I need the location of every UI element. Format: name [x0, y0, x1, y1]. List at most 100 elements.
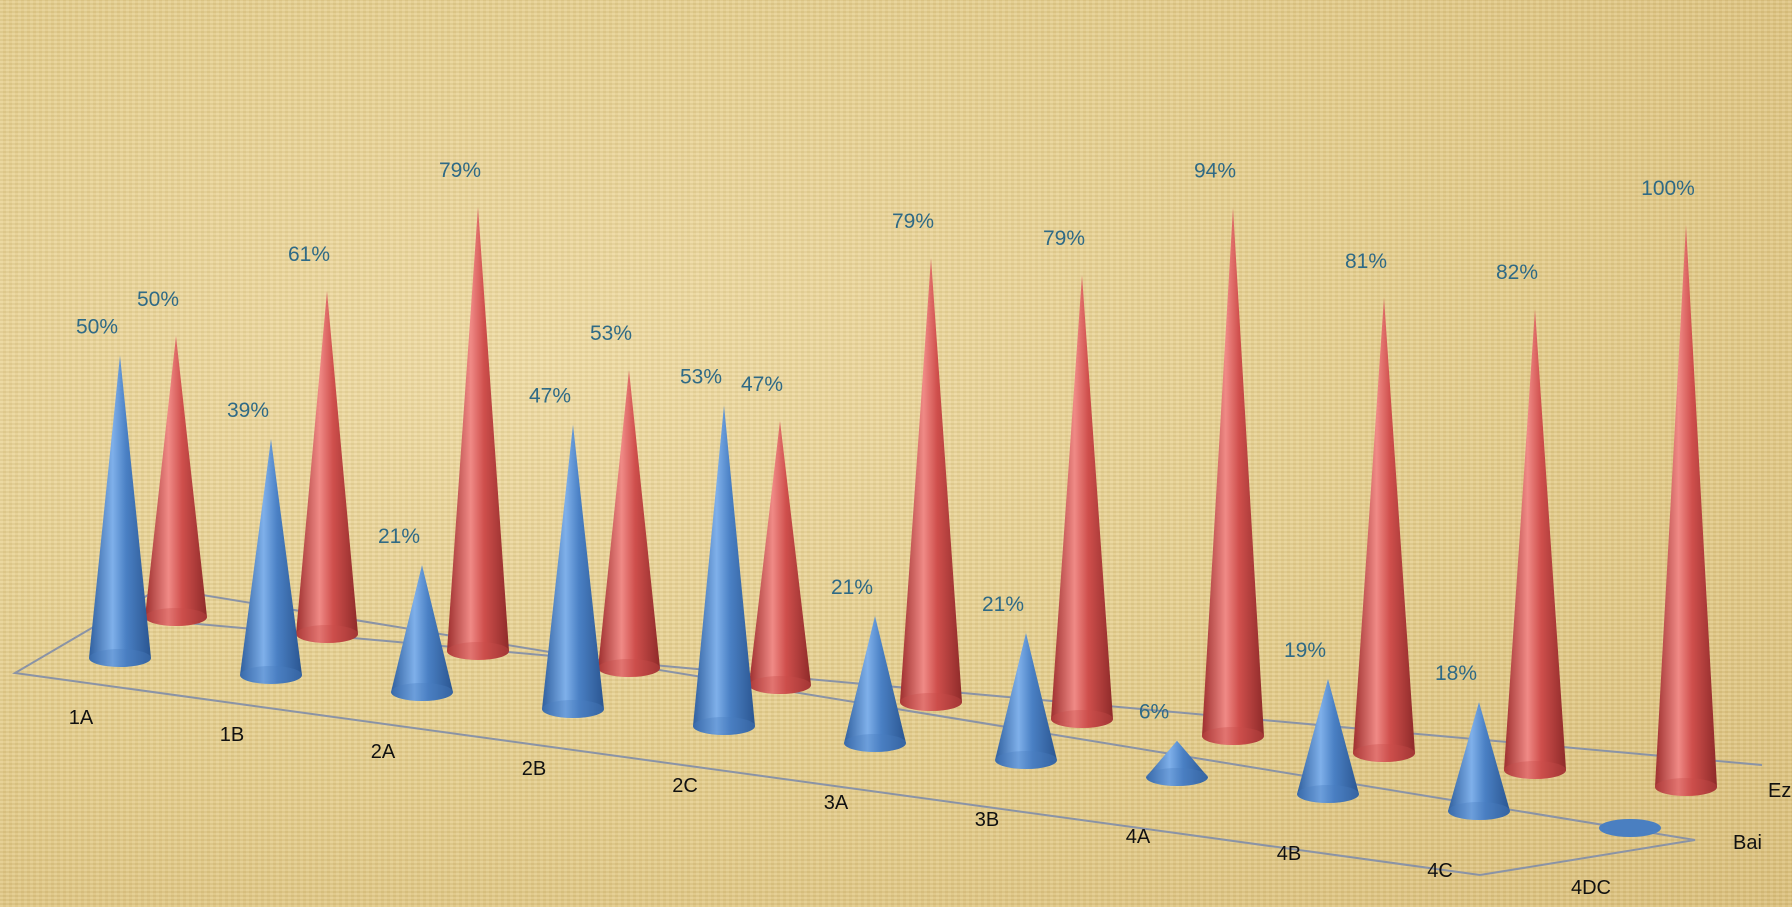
cone-ez-4A-base	[1202, 727, 1264, 745]
cone-ez-3B-base	[1051, 710, 1113, 728]
cone-ez-2C-body	[749, 420, 811, 694]
category-label-2A: 2A	[371, 741, 396, 763]
value-label-ez-2C: 47%	[741, 373, 783, 396]
cone-bai-1A	[89, 355, 151, 667]
cone-bai-3A-base	[844, 734, 906, 752]
cone-ez-2B-body	[598, 370, 660, 677]
category-label-2C: 2C	[672, 775, 698, 797]
value-label-bai-2A: 21%	[378, 525, 420, 548]
cone-bai-2C	[693, 405, 755, 735]
cone-bai-1B-body	[240, 439, 302, 684]
cone-ez-3B-body	[1051, 275, 1113, 728]
cone-ez-4C-base	[1504, 761, 1566, 779]
category-label-3A: 3A	[824, 792, 849, 814]
cone-ez-4C	[1504, 309, 1566, 779]
cone-bai-2B-base	[542, 700, 604, 718]
cone-bai-2A	[391, 564, 453, 701]
cone-ez-4C-body	[1504, 309, 1566, 779]
cone-bai-1B	[240, 439, 302, 684]
cone-ez-4B-body	[1353, 297, 1415, 762]
cone-ez-4A	[1202, 207, 1264, 746]
cone-bai-3B	[995, 632, 1057, 769]
cone-ez-3A	[900, 258, 962, 711]
cone-bai-4B-body	[1297, 679, 1359, 803]
value-label-bai-2B: 47%	[529, 385, 571, 408]
value-label-ez-4B: 81%	[1345, 250, 1387, 273]
value-label-bai-1B: 39%	[227, 399, 269, 422]
value-label-ez-1A: 50%	[137, 288, 179, 311]
cone-bai-3B-body	[995, 632, 1057, 769]
cone-ez-2B-base	[598, 659, 660, 677]
cone-ez-1B-base	[296, 625, 358, 643]
value-label-bai-1A: 50%	[76, 316, 118, 339]
value-label-group: 50% 61% 79% 53% 47% 79% 79% 94% 81% 82% 100% 50% 39%…	[76, 159, 1695, 724]
cone-bai-4C	[1448, 702, 1510, 820]
cone-ez-2A-body	[447, 207, 509, 660]
value-label-bai-3B: 21%	[982, 593, 1024, 616]
cone-bai-4C-body	[1448, 702, 1510, 820]
cone-ez-1B-body	[296, 291, 358, 643]
value-label-ez-2A: 79%	[439, 159, 481, 182]
cone-ez-2B	[598, 370, 660, 677]
cone-bai-4A-body	[1146, 740, 1208, 786]
value-label-ez-3A: 79%	[892, 210, 934, 233]
value-label-ez-3B: 79%	[1043, 227, 1085, 250]
cone-ez-3A-body	[900, 258, 962, 711]
cone-bai-2A-body	[391, 564, 453, 701]
cone-bai-4B	[1297, 679, 1359, 803]
cone-ez-1A-base	[145, 608, 207, 626]
category-label-3B: 3B	[975, 809, 999, 831]
value-label-bai-4C: 18%	[1435, 662, 1477, 685]
cone-bai-2C-body	[693, 405, 755, 735]
cone-bai-2C-base	[693, 717, 755, 735]
cone-ez-4DC	[1655, 225, 1717, 796]
cone-bai-2B	[542, 424, 604, 718]
category-label-2B: 2B	[522, 758, 546, 780]
cone-bai-4A	[1146, 740, 1208, 786]
cone-bai-4C-base	[1448, 802, 1510, 820]
cone-bai-2A-base	[391, 683, 453, 701]
series-label-ez: Ez	[1768, 780, 1791, 802]
cone-ez-4DC-base	[1655, 778, 1717, 796]
cone-bai-2B-body	[542, 424, 604, 718]
cone-ez-1A	[145, 336, 207, 626]
value-label-ez-4C: 82%	[1496, 261, 1538, 284]
value-label-ez-1B: 61%	[288, 243, 330, 266]
cone-ez-2C	[749, 420, 811, 694]
cone-bai-4DC-base	[1599, 819, 1661, 837]
cone-bai-4A-base	[1146, 768, 1208, 786]
cone-ez-4B-base	[1353, 744, 1415, 762]
cone-bai-4B-base	[1297, 785, 1359, 803]
category-label-1B: 1B	[220, 724, 244, 746]
cone-bai-3A	[844, 615, 906, 752]
value-label-bai-2C: 53%	[680, 365, 722, 388]
value-label-bai-4B: 19%	[1284, 639, 1326, 662]
value-label-bai-3A: 21%	[831, 576, 873, 599]
series-label-bai: Bai	[1733, 832, 1762, 854]
value-label-bai-4A: 6%	[1139, 701, 1169, 724]
cone-ez-4A-body	[1202, 207, 1264, 746]
cone-bai-1A-base	[89, 649, 151, 667]
cone-ez-3A-base	[900, 693, 962, 711]
value-label-ez-2B: 53%	[590, 322, 632, 345]
category-label-4C: 4C	[1427, 860, 1453, 882]
cone-bai-1A-body	[89, 355, 151, 667]
cone-bai-3A-body	[844, 615, 906, 752]
cone-ez-2A-base	[447, 642, 509, 660]
cone-bai-1B-base	[240, 666, 302, 684]
category-label-1A: 1A	[69, 707, 94, 729]
cone-ez-1A-body	[145, 336, 207, 626]
cone-ez-1B	[296, 291, 358, 643]
category-label-4DC: 4DC	[1571, 877, 1611, 899]
cone-bai-3B-base	[995, 751, 1057, 769]
cone-series-group	[89, 207, 1717, 837]
value-label-ez-4A: 94%	[1194, 160, 1236, 183]
cone-ez-4B	[1353, 297, 1415, 762]
value-label-ez-4DC: 100%	[1641, 177, 1695, 200]
cone-ez-4DC-body	[1655, 225, 1717, 796]
cone-bai-4DC	[1599, 819, 1661, 837]
category-label-4A: 4A	[1126, 826, 1151, 848]
cone-ez-3B	[1051, 275, 1113, 728]
cone-ez-2C-base	[749, 676, 811, 694]
